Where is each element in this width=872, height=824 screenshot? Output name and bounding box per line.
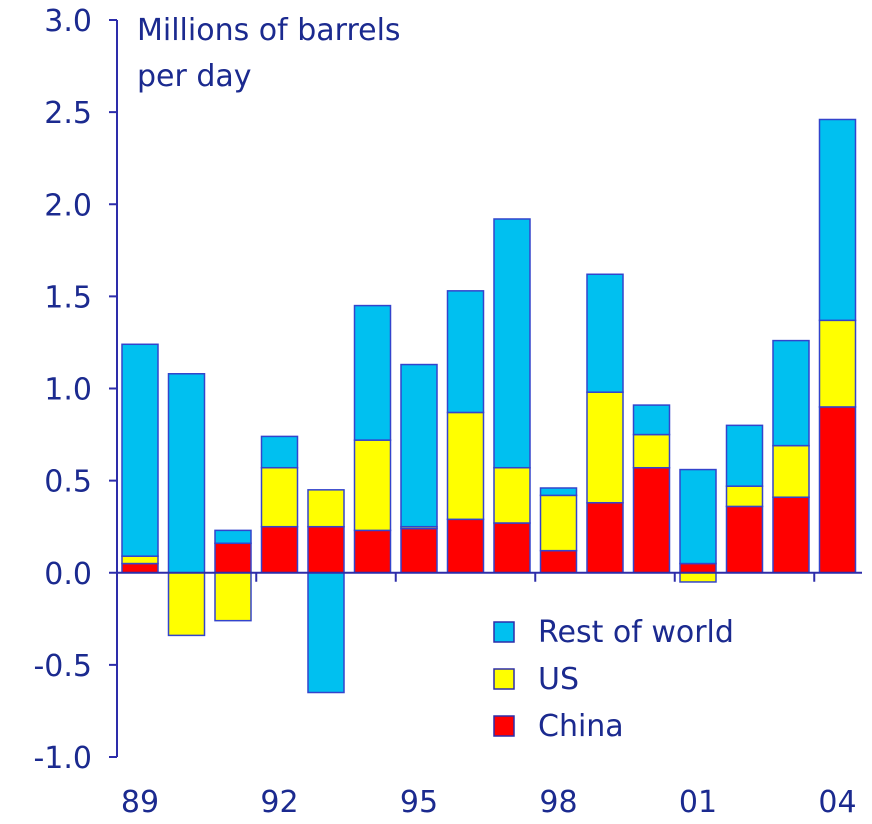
y-tick-label: 2.0 bbox=[44, 188, 92, 223]
bar-rest-of-world-89 bbox=[121, 343, 159, 557]
legend-swatch-us bbox=[493, 668, 515, 690]
bar-rest-of-world-94 bbox=[353, 304, 392, 441]
bar-china-96 bbox=[446, 518, 485, 574]
bar-us-04 bbox=[818, 319, 857, 408]
bar-china-01 bbox=[679, 562, 717, 574]
bar-us-03 bbox=[772, 444, 810, 498]
bar-us-02 bbox=[725, 485, 764, 508]
y-axis-title-line-1: Millions of barrels bbox=[137, 13, 401, 48]
bar-us-97 bbox=[493, 466, 531, 524]
bar-china-98 bbox=[539, 549, 578, 574]
bar-china-04 bbox=[818, 406, 857, 574]
x-tick-label-01: 01 bbox=[679, 785, 717, 820]
bar-us-92 bbox=[260, 466, 299, 528]
legend-label-rest-of-world: Rest of world bbox=[538, 615, 734, 650]
bars-layer bbox=[121, 118, 857, 694]
y-axis-title-line-2: per day bbox=[137, 59, 252, 94]
bar-china-03 bbox=[772, 496, 810, 574]
legend-swatch-rest-of-world bbox=[493, 621, 515, 643]
y-ticks: 3.0 2.5 2.0 1.5 1.0 0.5 0.0 -0.5 -1.0 bbox=[33, 4, 117, 776]
legend: Rest of world US China bbox=[493, 615, 734, 744]
bar-rest-of-world-93 bbox=[307, 572, 345, 694]
bar-us-91 bbox=[214, 572, 252, 622]
y-tick-label: 3.0 bbox=[44, 4, 92, 39]
bar-china-93 bbox=[307, 525, 345, 574]
bar-rest-of-world-00 bbox=[632, 404, 671, 436]
y-tick-label: 0.5 bbox=[44, 465, 92, 500]
y-axis-title: Millions of barrels per day bbox=[137, 13, 401, 94]
axes-layer bbox=[116, 20, 862, 757]
bar-rest-of-world-01 bbox=[679, 468, 717, 565]
bar-china-02 bbox=[725, 505, 764, 574]
bar-rest-of-world-92 bbox=[260, 435, 299, 469]
bar-china-89 bbox=[121, 562, 159, 574]
bar-us-93 bbox=[307, 489, 345, 528]
x-tick-label-95: 95 bbox=[400, 785, 438, 820]
legend-label-china: China bbox=[538, 709, 624, 744]
bar-china-91 bbox=[214, 542, 252, 574]
x-tick-label-92: 92 bbox=[260, 785, 298, 820]
bar-rest-of-world-97 bbox=[493, 218, 531, 469]
legend-label-us: US bbox=[538, 662, 579, 697]
bar-rest-of-world-95 bbox=[400, 363, 438, 528]
legend-swatch-china bbox=[493, 715, 515, 737]
y-tick-label: 1.5 bbox=[44, 280, 92, 315]
bar-china-95 bbox=[400, 527, 438, 574]
bar-china-97 bbox=[493, 522, 531, 574]
x-tick-label-98: 98 bbox=[539, 785, 577, 820]
y-tick-label: 0.0 bbox=[44, 557, 92, 592]
bar-us-99 bbox=[586, 391, 624, 504]
bar-china-00 bbox=[632, 466, 671, 574]
bar-china-94 bbox=[353, 529, 392, 574]
bar-us-96 bbox=[446, 411, 485, 521]
bar-china-92 bbox=[260, 525, 299, 574]
bar-rest-of-world-98 bbox=[539, 487, 578, 497]
bar-rest-of-world-99 bbox=[586, 273, 624, 393]
y-tick-label: -0.5 bbox=[33, 649, 92, 684]
bar-rest-of-world-03 bbox=[772, 339, 810, 447]
bar-rest-of-world-90 bbox=[167, 373, 206, 574]
bar-rest-of-world-04 bbox=[818, 118, 857, 322]
x-ticks: 89 92 95 98 01 04 bbox=[121, 572, 857, 820]
bar-rest-of-world-02 bbox=[725, 424, 764, 487]
bar-us-98 bbox=[539, 494, 578, 552]
y-tick-label: -1.0 bbox=[33, 741, 92, 776]
bar-rest-of-world-96 bbox=[446, 290, 485, 414]
bar-china-99 bbox=[586, 501, 624, 574]
bar-us-00 bbox=[632, 433, 671, 469]
bar-us-89 bbox=[121, 555, 159, 565]
bar-us-90 bbox=[167, 572, 206, 637]
bar-us-01 bbox=[679, 572, 717, 583]
x-tick-label-89: 89 bbox=[121, 785, 159, 820]
bar-us-94 bbox=[353, 439, 392, 532]
bar-rest-of-world-91 bbox=[214, 529, 252, 545]
x-tick-label-04: 04 bbox=[818, 785, 856, 820]
y-tick-label: 2.5 bbox=[44, 96, 92, 131]
y-tick-label: 1.0 bbox=[44, 373, 92, 408]
